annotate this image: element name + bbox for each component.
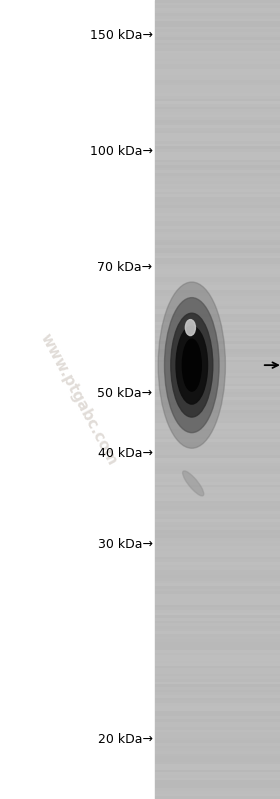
Text: 70 kDa→: 70 kDa→: [97, 261, 153, 274]
Text: www.ptgabc.com: www.ptgabc.com: [37, 331, 120, 468]
Text: 100 kDa→: 100 kDa→: [90, 145, 153, 158]
Bar: [155, 0, 280, 799]
Ellipse shape: [182, 339, 201, 391]
Ellipse shape: [183, 471, 204, 496]
Text: 40 kDa→: 40 kDa→: [98, 447, 153, 460]
Text: 30 kDa→: 30 kDa→: [98, 539, 153, 551]
Ellipse shape: [165, 297, 219, 433]
Text: 150 kDa→: 150 kDa→: [90, 30, 153, 42]
Text: 20 kDa→: 20 kDa→: [98, 733, 153, 745]
Text: 50 kDa→: 50 kDa→: [97, 387, 153, 400]
Ellipse shape: [171, 313, 213, 417]
Ellipse shape: [176, 326, 207, 404]
Ellipse shape: [158, 282, 225, 448]
Bar: [0, 0, 155, 799]
Ellipse shape: [185, 320, 195, 336]
